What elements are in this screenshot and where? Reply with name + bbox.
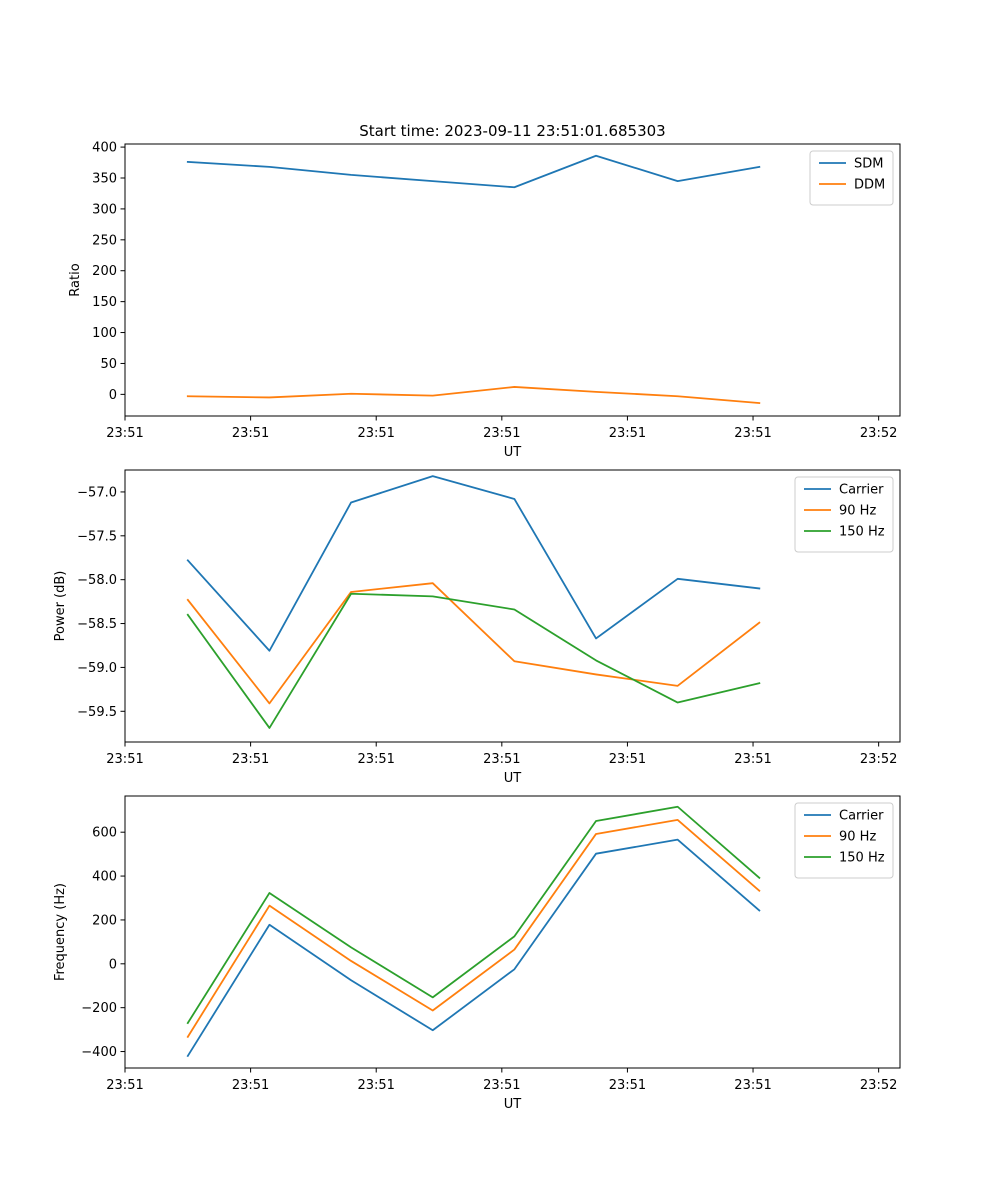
x-tick-label: 23:52 [860, 752, 897, 767]
y-tick-label: 150 [92, 295, 117, 310]
x-tick-label: 23:52 [860, 1078, 897, 1093]
legend: Carrier 90 Hz 150 Hz [794, 476, 894, 553]
x-tick-label: 23:51 [609, 752, 646, 767]
series-line-150-hz [186, 805, 761, 1025]
y-tick-label: 200 [92, 264, 117, 279]
x-tick-label: 23:51 [232, 426, 269, 441]
axes-frame [124, 795, 901, 1069]
legend-box [794, 802, 894, 879]
x-tick-label: 23:51 [232, 752, 269, 767]
y-tick-label: 0 [109, 388, 117, 403]
series-line-150-hz [186, 592, 761, 729]
series-line-carrier [186, 475, 761, 652]
legend-label: 90 Hz [839, 830, 876, 845]
x-tick-label: 23:51 [106, 752, 143, 767]
subplot-3: 23:51 23:51 23:51 23:51 23:51 23:51 23:52 −400 −… [53, 795, 901, 1112]
y-tick-label: −59.5 [77, 705, 117, 720]
y-tick-label: 400 [92, 870, 117, 885]
y-tick-label: 300 [92, 202, 117, 217]
y-tick-label: 600 [92, 826, 117, 841]
y-tick-label: −59.0 [77, 661, 117, 676]
y-tick-label: 100 [92, 326, 117, 341]
x-axis-label: UT [504, 1097, 522, 1112]
series-line-sdm [186, 154, 761, 189]
y-axis-label: Power (dB) [53, 571, 68, 642]
legend-box [809, 150, 894, 206]
y-tick-label: −400 [81, 1045, 117, 1060]
axes-frame [124, 469, 901, 743]
y-tick-label: −58.0 [77, 573, 117, 588]
x-tick-label: 23:51 [357, 752, 394, 767]
y-tick-label: 0 [109, 957, 117, 972]
legend: SDM DDM [809, 150, 894, 206]
y-tick-label: 350 [92, 172, 117, 187]
y-tick-label: 50 [100, 357, 117, 372]
legend-label: 90 Hz [839, 504, 876, 519]
x-tick-label: 23:51 [609, 426, 646, 441]
x-axis-label: UT [504, 771, 522, 786]
x-tick-label: 23:51 [483, 752, 520, 767]
legend-label: Carrier [839, 809, 884, 824]
x-axis-label: UT [504, 445, 522, 460]
legend-label: SDM [854, 157, 883, 172]
x-tick-label: 23:51 [734, 752, 771, 767]
series-line-ddm [186, 386, 761, 404]
y-tick-label: −58.5 [77, 617, 117, 632]
series-line-90-hz [186, 819, 761, 1039]
chart-title: Start time: 2023-09-11 23:51:01.685303 [359, 122, 665, 140]
y-tick-label: 400 [92, 141, 117, 156]
x-tick-label: 23:51 [483, 426, 520, 441]
legend-label: 150 Hz [839, 525, 885, 540]
legend-label: 150 Hz [839, 851, 885, 866]
x-tick-label: 23:51 [106, 1078, 143, 1093]
x-tick-label: 23:51 [609, 1078, 646, 1093]
y-axis-label: Ratio [68, 263, 83, 296]
x-tick-label: 23:51 [734, 426, 771, 441]
y-tick-label: −57.5 [77, 529, 117, 544]
x-tick-label: 23:51 [734, 1078, 771, 1093]
x-tick-label: 23:51 [357, 426, 394, 441]
y-tick-label: 250 [92, 233, 117, 248]
x-tick-label: 23:51 [483, 1078, 520, 1093]
x-tick-label: 23:51 [357, 1078, 394, 1093]
axes-frame [124, 143, 901, 417]
legend: Carrier 90 Hz 150 Hz [794, 802, 894, 879]
y-tick-label: 200 [92, 913, 117, 928]
legend-label: DDM [854, 178, 885, 193]
series-line-90-hz [186, 582, 761, 705]
x-tick-label: 23:52 [860, 426, 897, 441]
x-tick-label: 23:51 [106, 426, 143, 441]
y-axis-label: Frequency (Hz) [53, 883, 68, 981]
subplot-1: Start time: 2023-09-11 23:51:01.685303 23… [68, 122, 901, 460]
legend-box [794, 476, 894, 553]
series-line-carrier [186, 838, 761, 1058]
x-tick-label: 23:51 [232, 1078, 269, 1093]
y-tick-label: −200 [81, 1001, 117, 1016]
subplot-2: 23:51 23:51 23:51 23:51 23:51 23:51 23:52 −59.5… [53, 469, 901, 786]
y-tick-label: −57.0 [77, 485, 117, 500]
legend-label: Carrier [839, 483, 884, 498]
